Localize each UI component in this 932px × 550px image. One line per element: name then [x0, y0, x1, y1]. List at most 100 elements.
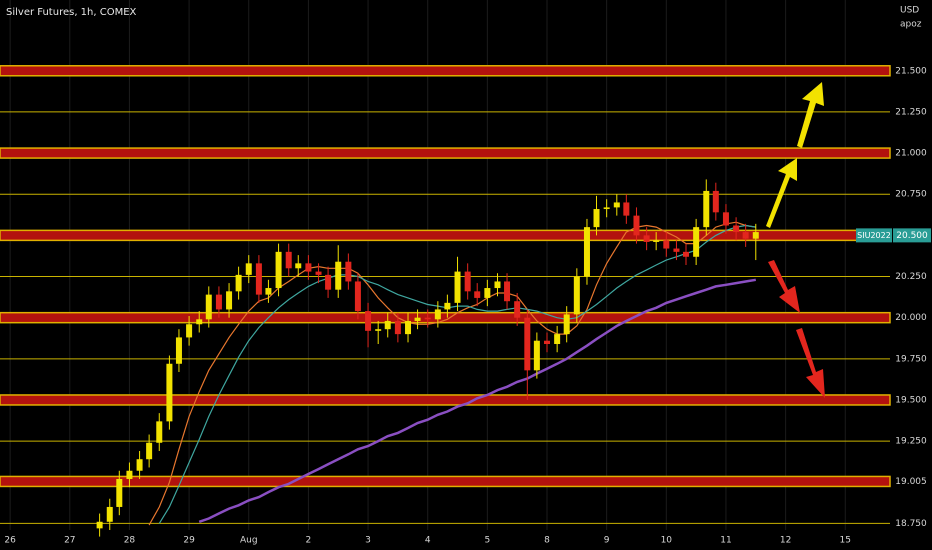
- candle-body: [196, 319, 203, 325]
- candle-body: [673, 248, 680, 252]
- y-tick-label: 19.005: [895, 477, 927, 487]
- candle-body: [235, 274, 242, 292]
- y-tick-label: 19.500: [895, 395, 927, 405]
- candle-body: [354, 281, 361, 312]
- up-arrow: [766, 158, 797, 228]
- candle-body: [226, 291, 233, 310]
- level-zone: [0, 475, 891, 488]
- candle-body: [484, 288, 491, 298]
- x-tick-label: 12: [780, 536, 791, 546]
- candle-body: [474, 291, 481, 298]
- candle-body: [653, 240, 660, 242]
- x-tick-label: 29: [183, 536, 195, 546]
- x-tick-label: 2: [306, 536, 312, 546]
- ma-line: [198, 278, 757, 523]
- symbol-box: [856, 228, 892, 243]
- candle-body: [494, 281, 501, 289]
- y-tick-label: 20.250: [895, 272, 927, 282]
- x-tick-label: Aug: [240, 536, 258, 546]
- candle-body: [693, 227, 700, 257]
- x-tick-label: 26: [4, 536, 16, 546]
- candle-body: [643, 235, 650, 242]
- candle-body: [215, 294, 222, 310]
- candle-body: [146, 442, 153, 460]
- candle-body: [682, 251, 689, 257]
- candle-body: [623, 202, 630, 216]
- y-tick-label: 20.750: [895, 190, 927, 200]
- level-zone: [0, 394, 891, 406]
- candle-body: [593, 209, 600, 228]
- candle-body: [533, 340, 540, 371]
- x-tick-label: 3: [365, 536, 371, 546]
- candle-body: [106, 506, 113, 522]
- y-tick-label: 21.250: [895, 107, 927, 117]
- arrows: [766, 82, 825, 398]
- candle-body: [424, 317, 431, 320]
- candle-body: [444, 302, 451, 310]
- y-tick-label: 21.500: [895, 66, 927, 76]
- x-tick-label: 27: [64, 536, 75, 546]
- candles: [96, 179, 759, 537]
- last-price-label: 20.500: [896, 231, 928, 241]
- symbol-label: SIU2022: [857, 231, 891, 240]
- candle-body: [603, 207, 610, 210]
- candle-body: [742, 232, 749, 239]
- candle-body: [325, 274, 332, 290]
- candle-body: [752, 232, 759, 239]
- candle-body: [434, 309, 441, 320]
- x-tick-label: 5: [484, 536, 490, 546]
- down-arrow: [796, 328, 825, 398]
- candle-body: [275, 251, 282, 289]
- y-tick-label: 19.250: [895, 437, 927, 447]
- last-price-box: [893, 228, 931, 243]
- candle-body: [265, 288, 272, 295]
- candle-body: [175, 337, 182, 364]
- candle-body: [156, 421, 163, 443]
- candle-body: [126, 470, 133, 479]
- x-tick-label: 10: [661, 536, 673, 546]
- candle-body: [633, 215, 640, 236]
- candle-body: [464, 271, 471, 292]
- ma-line: [148, 221, 756, 526]
- candle-body: [663, 240, 670, 249]
- candle-body: [554, 334, 561, 345]
- candle-body: [712, 190, 719, 213]
- x-tick-label: 28: [124, 536, 136, 546]
- candle-body: [335, 261, 342, 290]
- candle-body: [454, 271, 461, 303]
- candle-body: [733, 225, 740, 233]
- candle-body: [186, 324, 193, 338]
- candle-body: [136, 459, 143, 471]
- candle-body: [613, 202, 620, 208]
- candle-body: [205, 294, 212, 320]
- candle-body: [285, 251, 292, 269]
- axes: 26 27 28 29 Aug 2 3 4 5 8 9 10 11 12 15 18.750 19.005 19.…: [4, 66, 931, 546]
- candle-body: [703, 190, 710, 228]
- candle-body: [514, 301, 521, 318]
- candle-body: [295, 263, 302, 269]
- level-zone: [0, 65, 891, 77]
- y-tick-label: 18.750: [895, 519, 927, 529]
- candle-body: [116, 478, 123, 507]
- y-tick-label: 19.750: [895, 354, 927, 364]
- x-tick-label: 9: [604, 536, 610, 546]
- candle-body: [722, 212, 729, 226]
- candle-body: [365, 311, 372, 331]
- down-arrow: [768, 260, 800, 313]
- candle-body: [305, 263, 312, 272]
- candle-body: [583, 227, 590, 277]
- candle-body: [345, 261, 352, 282]
- y-tick-label: 20.000: [895, 313, 927, 323]
- x-tick-label: 11: [720, 536, 731, 546]
- candle-body: [96, 521, 103, 529]
- level-zone: [0, 147, 891, 159]
- up-arrow: [797, 82, 824, 148]
- candle-body: [245, 263, 252, 275]
- candle-body: [384, 320, 391, 330]
- currency: USD: [900, 6, 919, 16]
- x-tick-label: 8: [544, 536, 550, 546]
- level-zone: [0, 311, 891, 324]
- candle-body: [315, 271, 322, 275]
- candle-body: [394, 320, 401, 335]
